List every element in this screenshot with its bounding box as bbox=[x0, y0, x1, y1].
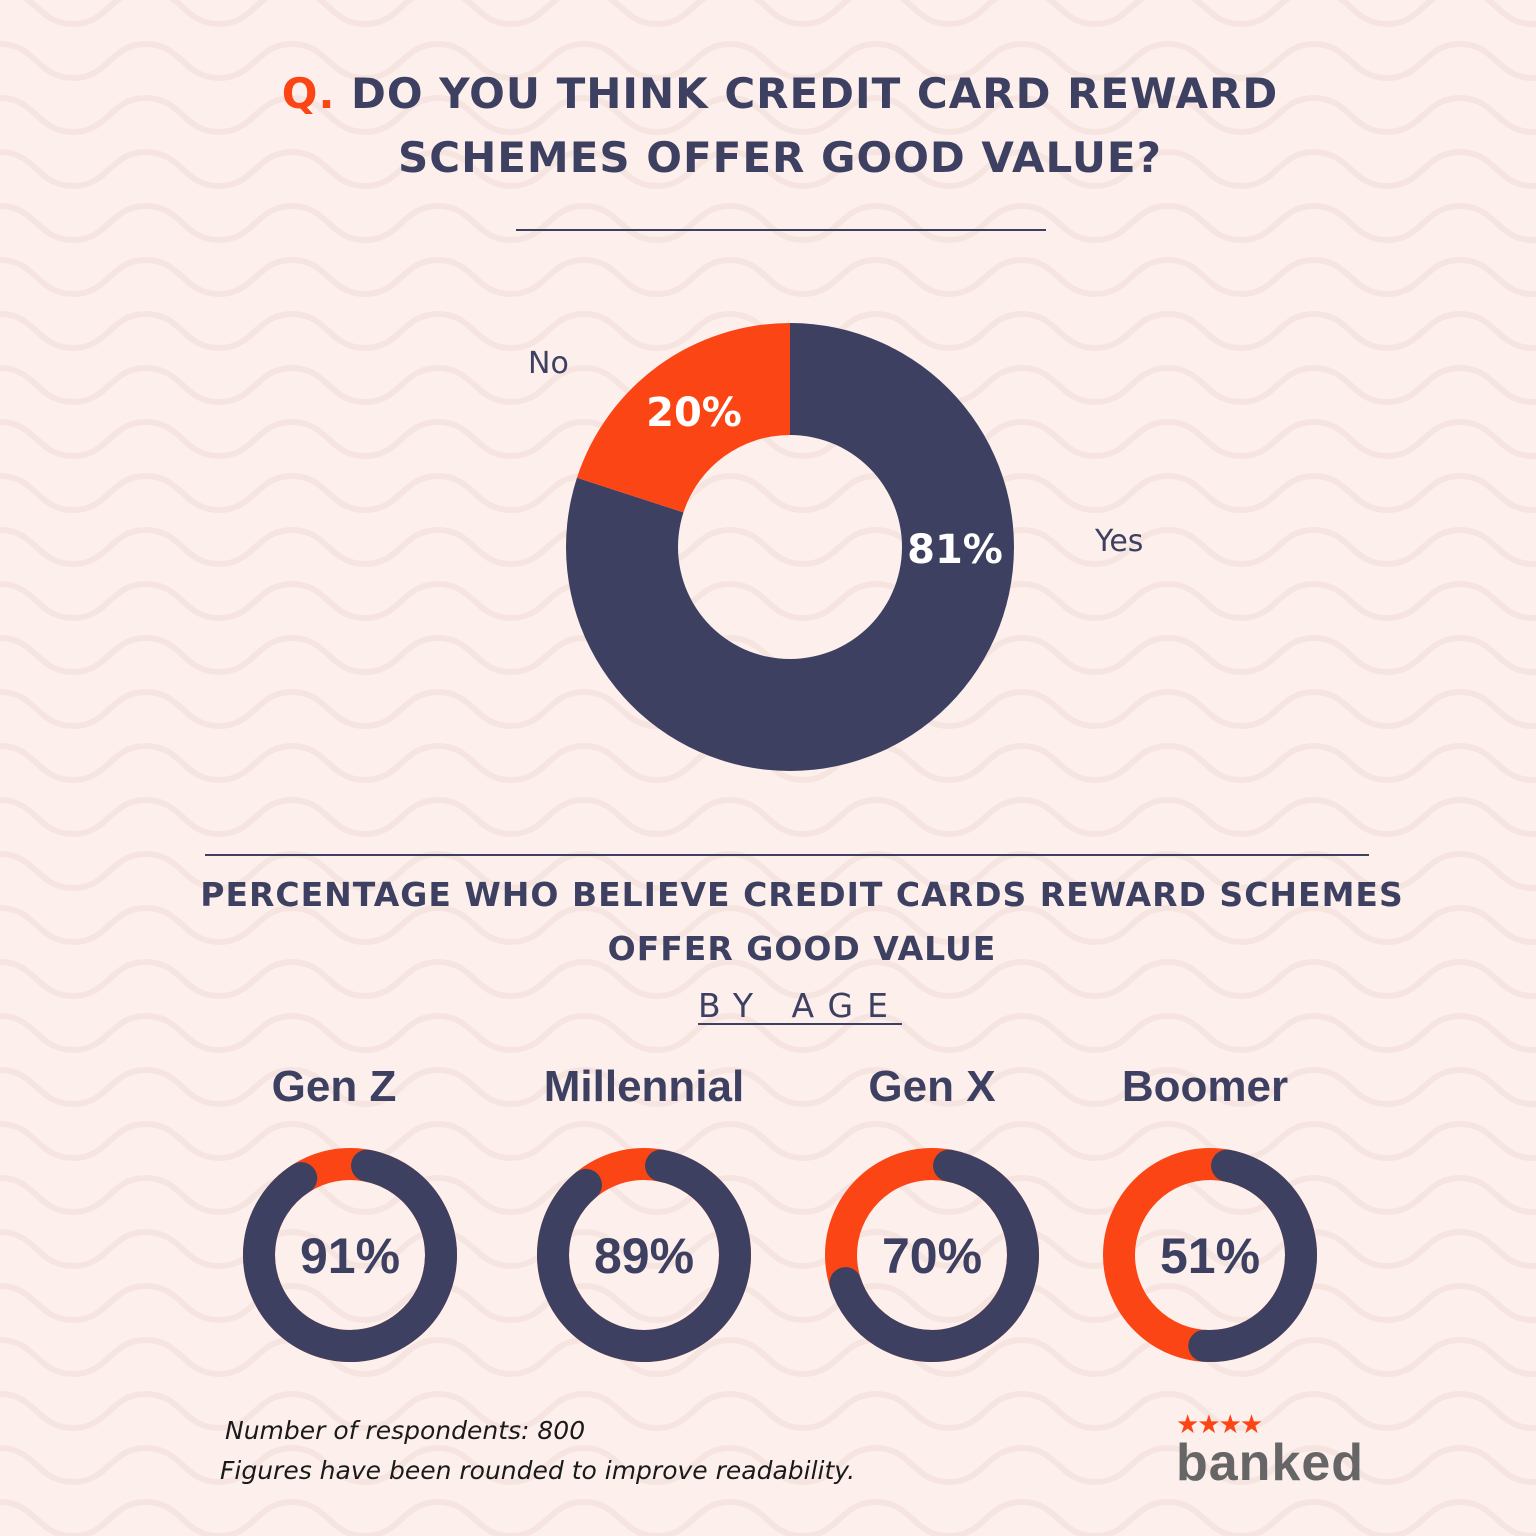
section-title-line-2: OFFER GOOD VALUE bbox=[607, 929, 997, 968]
gauge-value-arc bbox=[829, 1149, 1039, 1362]
logo-stars-icon: ★★★★ bbox=[1176, 1410, 1263, 1440]
wave-line bbox=[0, 1174, 1536, 1216]
main-donut-chart: 81% 20% Yes No bbox=[528, 323, 1143, 771]
divider-middle bbox=[205, 854, 1369, 856]
wave-line bbox=[0, 40, 1536, 82]
wave-line bbox=[23, 0, 1536, 28]
label-no-value: 20% bbox=[646, 390, 742, 436]
wave-line bbox=[0, 580, 1536, 622]
wave-line bbox=[0, 1120, 1536, 1162]
wave-line bbox=[0, 526, 1536, 568]
section-title-line-1: PERCENTAGE WHO BELIEVE CREDIT CARDS REWA… bbox=[200, 875, 1404, 914]
gauge-value-label: 89% bbox=[594, 1228, 694, 1284]
title-line-1: DO YOU THINK CREDIT CARD REWARD bbox=[351, 69, 1279, 118]
label-no: No bbox=[528, 346, 569, 381]
wave-line bbox=[0, 1498, 1536, 1536]
wave-line bbox=[0, 1012, 1536, 1054]
age-donut-charts: 91% 89% 70% 51% bbox=[243, 1148, 1317, 1362]
gauge-value-label: 51% bbox=[1160, 1228, 1260, 1284]
wave-line bbox=[0, 418, 1536, 460]
gauge-value-arc bbox=[243, 1149, 457, 1362]
label-yes-value: 81% bbox=[907, 527, 1003, 573]
wave-line bbox=[0, 472, 1536, 514]
wave-line bbox=[0, 256, 1536, 298]
wave-line bbox=[0, 742, 1536, 784]
gauge-value-label: 70% bbox=[882, 1228, 982, 1284]
by-age-label: BY AGE bbox=[698, 986, 902, 1025]
wave-line bbox=[0, 796, 1536, 838]
wave-line bbox=[0, 1228, 1536, 1270]
gauge-value-label: 91% bbox=[300, 1228, 400, 1284]
divider-top bbox=[516, 229, 1046, 231]
age-group-label: Boomer bbox=[1121, 1062, 1289, 1111]
respondents-note: Number of respondents: 800 bbox=[225, 1416, 586, 1445]
wave-line bbox=[0, 94, 1536, 136]
question-title: Q. DO YOU THINK CREDIT CARD REWARD SCHEM… bbox=[0, 62, 1536, 190]
q-mark: Q. bbox=[281, 69, 336, 118]
wave-line bbox=[0, 904, 1536, 946]
wave-line bbox=[0, 850, 1536, 892]
slice-yes bbox=[565, 323, 1015, 771]
wave-line bbox=[0, 1066, 1536, 1108]
wave-line bbox=[0, 1336, 1536, 1378]
logo-wordmark: banked bbox=[1176, 1434, 1365, 1492]
title-line-2: SCHEMES OFFER GOOD VALUE? bbox=[398, 133, 1162, 182]
wave-line bbox=[0, 1282, 1536, 1324]
age-group-label: Millennial bbox=[543, 1062, 745, 1111]
slice-no bbox=[576, 323, 790, 513]
banked-logo: ★★★★ banked bbox=[1176, 1410, 1365, 1492]
wave-line bbox=[0, 202, 1536, 244]
wave-line bbox=[0, 1444, 1536, 1486]
age-group-label: Gen X bbox=[868, 1062, 996, 1111]
gauge-value-arc bbox=[1188, 1149, 1317, 1362]
rounding-note: Figures have been rounded to improve rea… bbox=[220, 1456, 856, 1485]
wave-line bbox=[0, 1390, 1536, 1432]
label-yes: Yes bbox=[1094, 524, 1143, 559]
section-title: PERCENTAGE WHO BELIEVE CREDIT CARDS REWA… bbox=[0, 868, 1536, 976]
wave-line bbox=[0, 148, 1536, 190]
age-group-label: Gen Z bbox=[271, 1062, 397, 1111]
gauge-value-arc bbox=[537, 1149, 751, 1362]
wave-line bbox=[0, 958, 1536, 1000]
